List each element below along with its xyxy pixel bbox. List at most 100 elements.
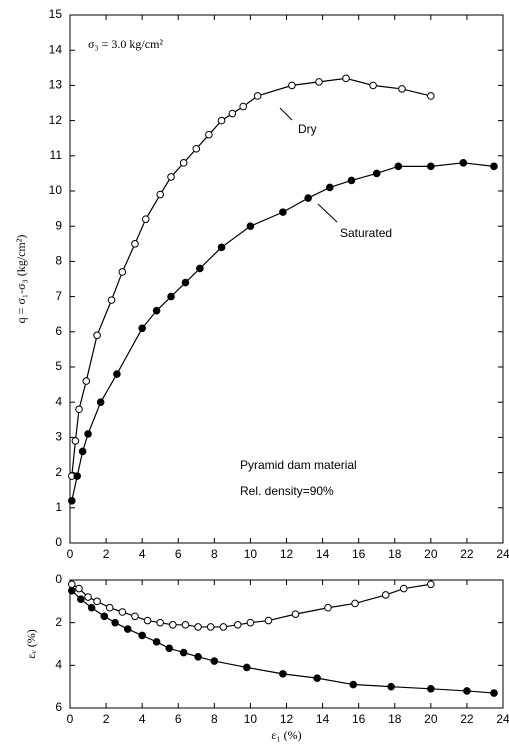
x-tick-label: 0 — [67, 547, 74, 561]
marker — [156, 618, 165, 627]
x-tick-label: 6 — [175, 712, 182, 726]
marker — [351, 599, 359, 608]
y-tick-label: 14 — [49, 42, 63, 56]
marker — [372, 169, 381, 178]
marker — [105, 603, 114, 612]
marker — [279, 208, 287, 216]
x-tick-label: 14 — [316, 712, 330, 726]
leader-line — [279, 107, 293, 121]
series-line — [71, 77, 431, 477]
x-tick-label: 4 — [139, 547, 146, 561]
y-tick-label: 9 — [55, 218, 62, 232]
y-tick-label: 8 — [55, 254, 62, 268]
y-axis-label: q = σ₁-σ₃ (kg/cm²) — [14, 235, 28, 324]
marker — [181, 278, 190, 287]
marker — [138, 631, 146, 640]
marker — [427, 580, 435, 589]
x-tick-label: 18 — [388, 547, 402, 561]
y-tick-label: 2 — [55, 615, 62, 629]
marker — [194, 653, 202, 661]
marker — [210, 657, 219, 665]
x-tick-label: 0 — [67, 712, 74, 726]
marker — [68, 496, 76, 505]
x-tick-label: 18 — [388, 712, 402, 726]
x-tick-label: 2 — [103, 547, 110, 561]
series-line — [71, 590, 495, 694]
marker — [75, 405, 83, 414]
marker — [152, 306, 161, 315]
y-tick-label: 11 — [50, 148, 63, 162]
marker — [490, 689, 498, 697]
series-label: Saturated — [340, 226, 392, 240]
marker — [369, 81, 377, 90]
series-line — [71, 162, 495, 501]
y-axis-label: εᵥ (%) — [24, 629, 38, 659]
annotation: Pyramid dam material — [240, 458, 357, 472]
y-tick-label: 15 — [49, 7, 63, 21]
marker — [167, 173, 175, 181]
marker — [131, 612, 139, 621]
marker — [196, 264, 204, 273]
marker — [394, 162, 403, 171]
marker — [427, 685, 435, 693]
marker — [239, 102, 247, 111]
marker — [71, 437, 80, 445]
marker — [68, 580, 76, 589]
x-tick-label: 20 — [424, 547, 438, 561]
marker — [179, 648, 188, 657]
marker — [111, 618, 119, 627]
x-tick-label: 6 — [175, 547, 182, 561]
marker — [118, 268, 127, 276]
marker — [143, 616, 152, 625]
marker — [82, 377, 91, 385]
marker — [315, 78, 323, 86]
marker — [463, 687, 471, 695]
x-tick-label: 16 — [352, 547, 366, 561]
marker — [205, 130, 213, 139]
marker — [246, 618, 255, 627]
x-axis-label: ε₁ (%) — [271, 728, 301, 742]
marker — [167, 292, 175, 301]
marker — [427, 92, 435, 100]
x-tick-label: 22 — [460, 547, 474, 561]
annotation: Rel. density=90% — [240, 484, 334, 498]
marker — [219, 623, 228, 631]
marker — [233, 621, 242, 629]
x-tick-label: 16 — [352, 712, 366, 726]
y-tick-label: 12 — [49, 113, 63, 127]
marker — [131, 240, 139, 248]
y-tick-label: 3 — [55, 430, 62, 444]
marker — [490, 162, 498, 171]
marker — [291, 610, 300, 618]
annotation: σ₃ = 3.0 kg/cm² — [88, 37, 163, 51]
y-tick-label: 0 — [55, 535, 62, 549]
x-tick-label: 20 — [424, 712, 438, 726]
y-tick-label: 2 — [55, 465, 62, 479]
y-tick-label: 1 — [55, 500, 62, 514]
marker — [156, 190, 165, 199]
series-label: Dry — [298, 122, 317, 136]
marker — [100, 612, 109, 621]
marker — [399, 584, 408, 593]
y-tick-label: 4 — [55, 394, 62, 408]
marker — [87, 603, 96, 612]
marker — [304, 194, 312, 202]
marker — [279, 670, 287, 678]
marker — [387, 682, 395, 691]
leader-line — [317, 203, 338, 223]
marker — [326, 183, 334, 192]
x-tick-label: 12 — [280, 547, 294, 561]
marker — [243, 663, 251, 672]
marker — [288, 81, 296, 90]
marker — [398, 85, 406, 93]
y-tick-label: 13 — [49, 78, 63, 92]
marker — [264, 616, 273, 625]
y-tick-label: 10 — [49, 183, 63, 197]
x-tick-label: 12 — [280, 712, 294, 726]
marker — [73, 472, 82, 480]
marker — [93, 331, 101, 340]
marker — [459, 159, 468, 167]
x-tick-label: 14 — [316, 547, 330, 561]
marker — [93, 597, 101, 606]
marker — [141, 215, 150, 223]
